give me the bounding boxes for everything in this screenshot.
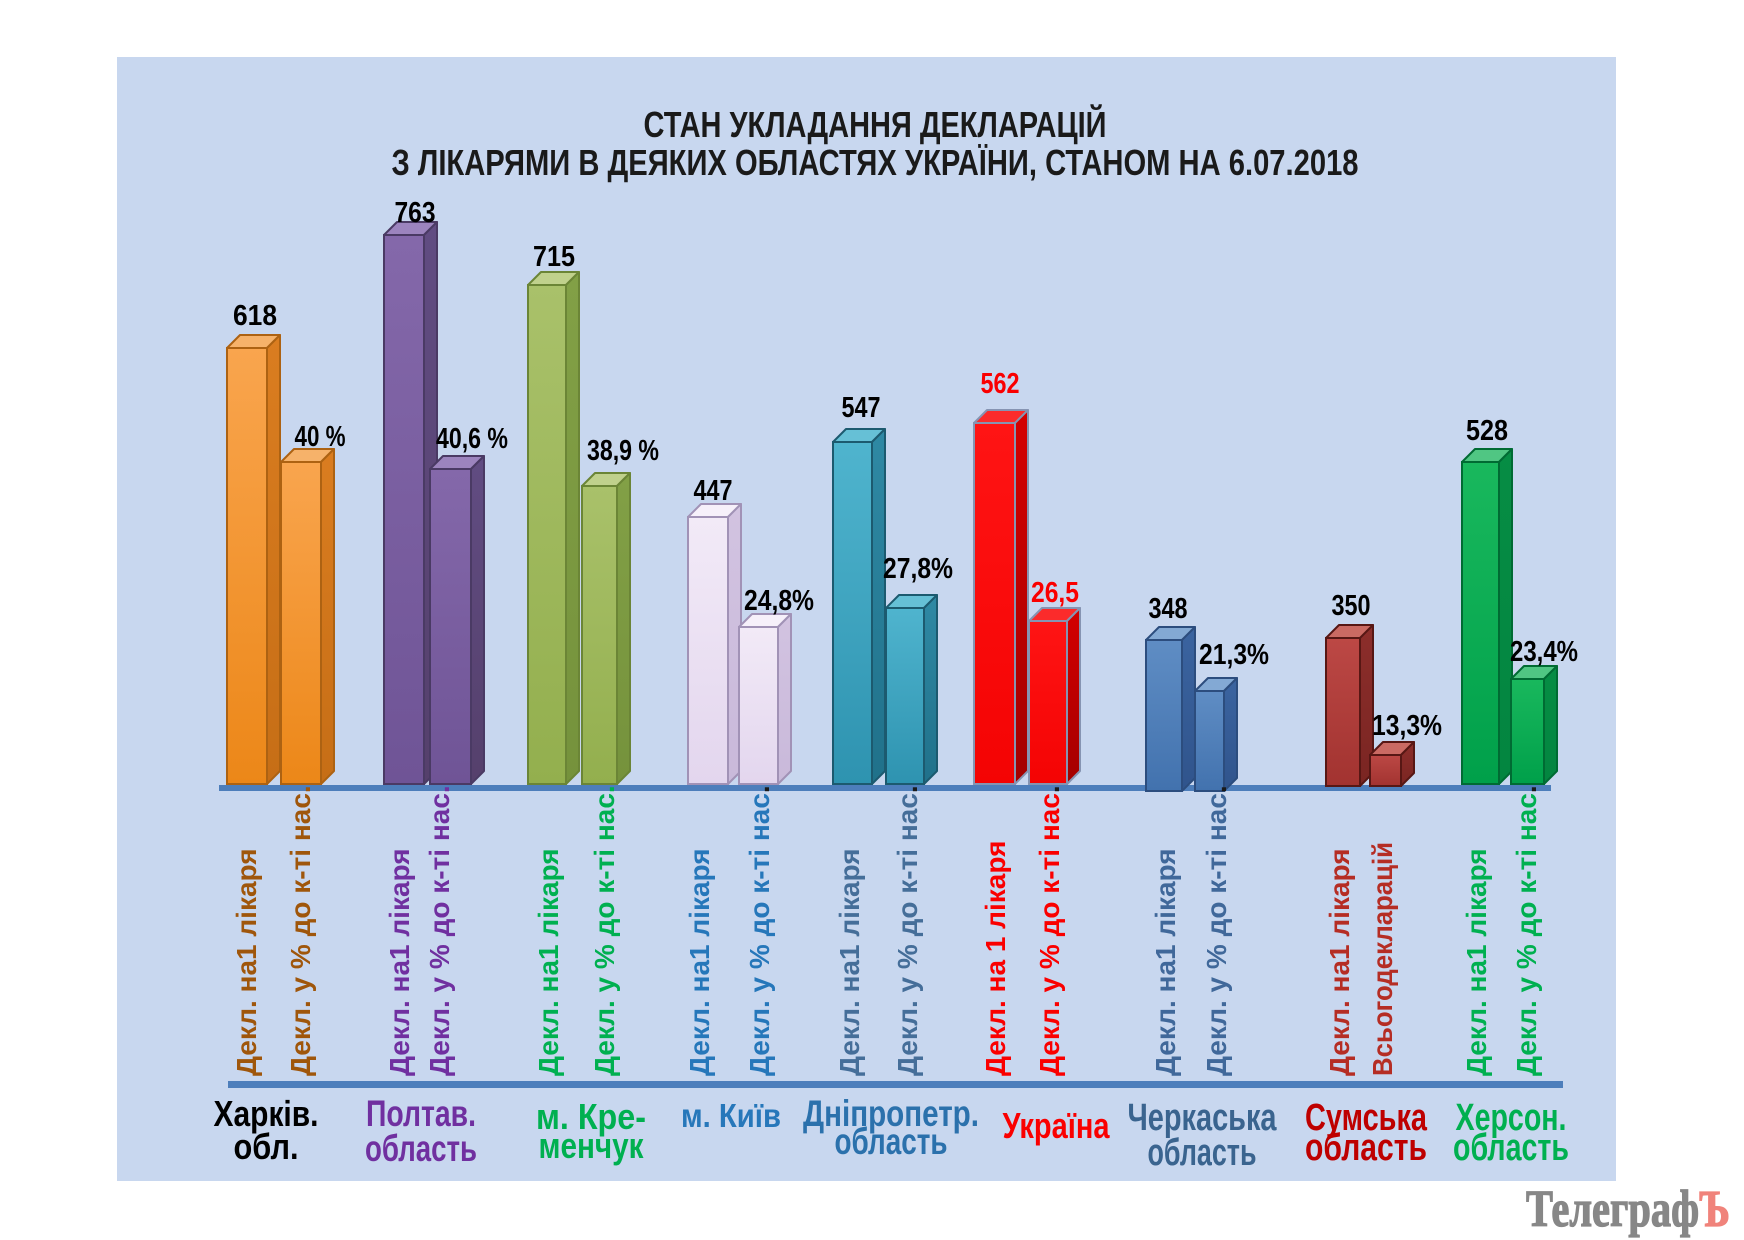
svg-text:З ЛІКАРЯМИ В ДЕЯКИХ ОБЛАСТЯХ У: З ЛІКАРЯМИ В ДЕЯКИХ ОБЛАСТЯХ УКРАЇНИ, СТ… <box>392 142 1359 183</box>
svg-text:24,8%: 24,8% <box>744 585 814 617</box>
svg-text:27,8%: 27,8% <box>883 553 953 585</box>
svg-text:562: 562 <box>981 368 1020 400</box>
svg-text:Декл. у % до к-ті нас.: Декл. у % до к-ті нас. <box>892 785 923 1076</box>
svg-text:область: область <box>835 1121 948 1162</box>
svg-text:Черкаська: Черкаська <box>1128 1097 1278 1139</box>
svg-text:447: 447 <box>694 475 733 507</box>
svg-text:область: область <box>1148 1132 1257 1174</box>
svg-text:21,3%: 21,3% <box>1199 639 1269 671</box>
svg-text:ТелеграфЪ: ТелеграфЪ <box>1526 1181 1730 1238</box>
svg-text:13,3%: 13,3% <box>1372 710 1442 742</box>
svg-text:Всьогодекларацій: Всьогодекларацій <box>1367 842 1398 1076</box>
svg-text:26,5: 26,5 <box>1031 577 1079 609</box>
svg-text:Дніпропетр.: Дніпропетр. <box>803 1093 979 1134</box>
svg-text:Декл. на 1 лікаря: Декл. на 1 лікаря <box>980 841 1011 1076</box>
svg-text:Декл. на1 лікаря: Декл. на1 лікаря <box>1461 848 1492 1076</box>
svg-text:40,6 %: 40,6 % <box>436 423 508 455</box>
svg-text:547: 547 <box>842 392 881 424</box>
svg-text:область: область <box>365 1128 477 1169</box>
svg-text:Декл. у % до к-ті нас.: Декл. у % до к-ті нас. <box>424 785 455 1076</box>
svg-text:763: 763 <box>395 197 436 229</box>
svg-text:Декл. на1 лікаря: Декл. на1 лікаря <box>384 848 415 1076</box>
svg-text:Декл. на1 лікаря: Декл. на1 лікаря <box>1324 848 1355 1076</box>
svg-text:Полтав.: Полтав. <box>366 1093 476 1134</box>
svg-text:Декл. на1 лікаря: Декл. на1 лікаря <box>533 848 564 1076</box>
svg-text:38,9 %: 38,9 % <box>587 435 659 467</box>
svg-text:40 %: 40 % <box>295 421 346 453</box>
svg-text:Сумська: Сумська <box>1305 1097 1428 1139</box>
svg-text:м. Київ: м. Київ <box>681 1097 781 1134</box>
svg-text:область: область <box>1305 1127 1427 1169</box>
svg-text:Декл. на1 лікаря: Декл. на1 лікаря <box>684 848 715 1076</box>
svg-text:Декл. у % до к-ті нас.: Декл. у % до к-ті нас. <box>1511 785 1542 1076</box>
svg-text:Декл. у % до к-ті нас.: Декл. у % до к-ті нас. <box>285 785 316 1076</box>
svg-text:м. Кре-: м. Кре- <box>536 1096 646 1137</box>
svg-text:менчук: менчук <box>539 1125 645 1166</box>
svg-text:Україна: Україна <box>1003 1105 1111 1146</box>
svg-text:Декл. у % до к-ті нас.: Декл. у % до к-ті нас. <box>1201 785 1232 1076</box>
svg-text:618: 618 <box>233 300 277 332</box>
svg-text:обл.: обл. <box>234 1126 299 1167</box>
svg-text:область: область <box>1453 1127 1569 1169</box>
svg-text:Херсон.: Херсон. <box>1456 1097 1567 1139</box>
svg-text:СТАН УКЛАДАННЯ ДЕКЛАРАЦІЙ: СТАН УКЛАДАННЯ ДЕКЛАРАЦІЙ <box>644 103 1107 145</box>
svg-text:Харків.: Харків. <box>214 1093 319 1134</box>
svg-text:348: 348 <box>1149 593 1188 625</box>
svg-text:350: 350 <box>1332 590 1371 622</box>
svg-text:715: 715 <box>533 241 575 273</box>
svg-text:Декл. на1 лікаря: Декл. на1 лікаря <box>231 848 262 1076</box>
svg-text:Декл. на1 лікаря: Декл. на1 лікаря <box>1150 848 1181 1076</box>
svg-text:23,4%: 23,4% <box>1510 636 1578 668</box>
svg-text:Декл. у % до к-ті нас.: Декл. у % до к-ті нас. <box>1034 785 1065 1076</box>
svg-text:528: 528 <box>1466 415 1508 447</box>
svg-text:Декл. на1 лікаря: Декл. на1 лікаря <box>834 848 865 1076</box>
svg-text:Декл. у % до к-ті нас.: Декл. у % до к-ті нас. <box>744 785 775 1076</box>
svg-text:Декл. у % до к-ті нас.: Декл. у % до к-ті нас. <box>589 785 620 1076</box>
